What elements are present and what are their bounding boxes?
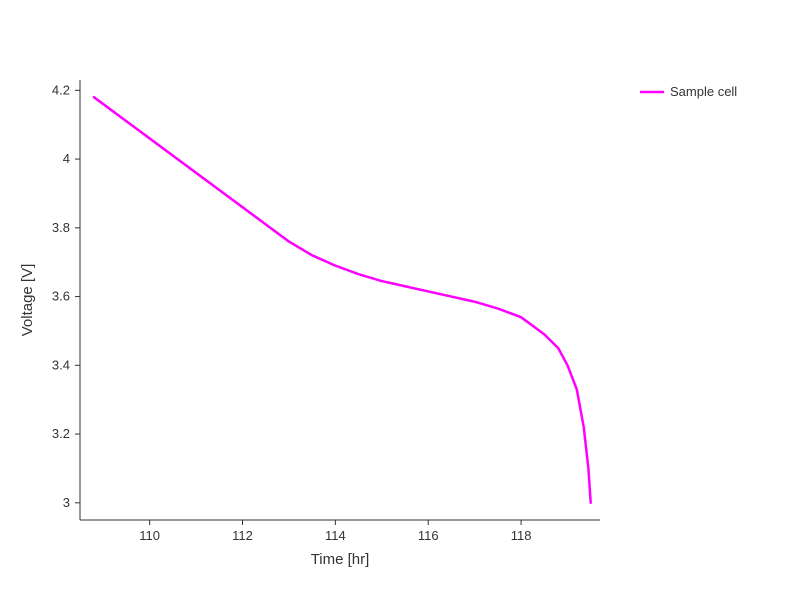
x-tick-label: 110 (139, 528, 160, 543)
legend-label: Sample cell (670, 84, 737, 99)
y-tick-label: 4 (63, 151, 70, 166)
x-tick-label: 116 (418, 528, 439, 543)
y-tick-label: 4.2 (52, 82, 70, 97)
x-tick-label: 112 (232, 528, 253, 543)
x-axis-label: Time [hr] (311, 551, 370, 568)
x-tick-label: 114 (325, 528, 346, 543)
chart-container: 110 112 114 116 118 3 3.2 3.4 3.6 3.8 4 4.2 Time [hr… (0, 0, 800, 600)
y-tick-label: 3.8 (52, 220, 70, 235)
y-axis-label: Voltage [V] (19, 264, 36, 337)
x-tick-label: 118 (511, 528, 532, 543)
y-tick-label: 3 (63, 495, 70, 510)
y-tick-label: 3.2 (52, 426, 70, 441)
y-tick-label: 3.6 (52, 289, 70, 304)
line-chart: 110 112 114 116 118 3 3.2 3.4 3.6 3.8 4 4.2 Time [hr… (0, 0, 800, 600)
y-tick-label: 3.4 (52, 357, 70, 372)
